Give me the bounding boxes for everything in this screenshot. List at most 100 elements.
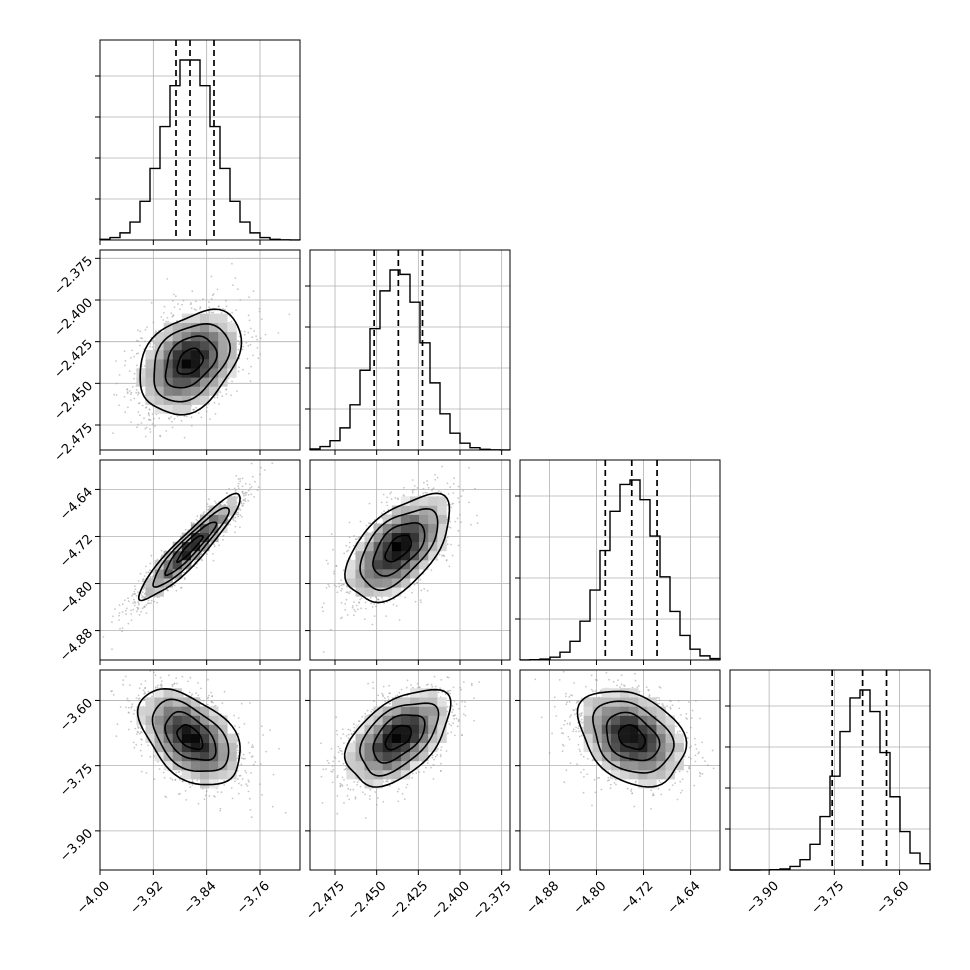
scatter-point xyxy=(132,608,135,611)
scatter-point xyxy=(165,320,168,323)
scatter-point xyxy=(246,785,249,787)
scatter-point xyxy=(138,402,141,404)
scatter-point xyxy=(122,683,124,686)
scatter-point xyxy=(196,515,199,518)
scatter-point xyxy=(195,692,198,694)
density-cell xyxy=(410,523,420,533)
scatter-point xyxy=(150,554,153,557)
scatter-point xyxy=(196,779,199,782)
density-cell xyxy=(610,715,621,725)
scatter-point xyxy=(688,701,690,703)
x-tick-label-1-0: −2.475 xyxy=(303,879,348,924)
density-cell xyxy=(163,350,173,360)
density-cell xyxy=(181,331,192,342)
scatter-point xyxy=(255,335,257,338)
scatter-point xyxy=(121,627,124,629)
density-cell xyxy=(190,770,201,780)
density-cell xyxy=(355,578,365,588)
scatter-point xyxy=(281,437,283,439)
scatter-point xyxy=(627,667,629,669)
scatter-point xyxy=(189,676,192,679)
scatter-point xyxy=(368,522,370,525)
scatter-point xyxy=(388,692,391,695)
scatter-point xyxy=(236,739,239,741)
scatter-point xyxy=(365,607,367,610)
density-cell xyxy=(629,751,639,762)
scatter-point xyxy=(321,606,324,609)
scatter-point xyxy=(124,675,127,678)
scatter-point xyxy=(344,603,347,605)
scatter-point xyxy=(225,305,228,308)
scatter-point xyxy=(359,785,362,788)
scatter-point xyxy=(249,487,252,489)
scatter-point xyxy=(540,716,543,719)
density-cell xyxy=(382,532,393,543)
scatter-point xyxy=(163,305,166,308)
scatter-point xyxy=(253,496,256,498)
scatter-point xyxy=(174,295,177,298)
density-cell xyxy=(601,751,612,762)
density-cell xyxy=(410,697,420,707)
scatter-point xyxy=(338,582,340,585)
scatter-point xyxy=(630,790,632,792)
scatter-point xyxy=(693,784,696,787)
scatter-point xyxy=(111,621,113,623)
density-cell xyxy=(400,733,411,743)
scatter-point xyxy=(382,599,384,602)
scatter-point xyxy=(373,603,376,605)
scatter-point xyxy=(364,817,367,819)
density-cell xyxy=(647,733,657,743)
scatter-point xyxy=(236,757,239,760)
scatter-point xyxy=(149,343,152,345)
density-cell xyxy=(190,742,201,753)
density-cell xyxy=(410,760,420,771)
density-cell xyxy=(419,751,429,762)
density-cell xyxy=(209,313,219,323)
scatter-point xyxy=(180,775,182,778)
scatter-point xyxy=(118,374,121,376)
contour-2-0-1 xyxy=(152,506,230,588)
density-cell xyxy=(355,751,365,762)
scatter-point xyxy=(361,791,364,794)
density-cell xyxy=(400,578,411,588)
scatter-point xyxy=(340,589,342,592)
scatter-point xyxy=(420,589,423,592)
scatter-point xyxy=(592,690,594,693)
scatter-point xyxy=(443,555,446,558)
scatter-point xyxy=(234,277,237,279)
scatter-point xyxy=(575,730,577,733)
scatter-point xyxy=(327,562,329,565)
scatter-point xyxy=(141,580,144,582)
scatter-point xyxy=(240,502,243,505)
density-cell xyxy=(200,359,210,369)
scatter-point xyxy=(450,506,452,509)
scatter-point xyxy=(430,683,433,686)
scatter-point xyxy=(346,550,348,553)
density-cell xyxy=(382,550,393,561)
scatter-point xyxy=(149,431,152,433)
scatter-point xyxy=(439,754,442,756)
density-cell xyxy=(200,395,210,405)
scatter-point xyxy=(143,365,146,367)
scatter-point xyxy=(181,780,184,782)
scatter-point xyxy=(561,743,564,746)
scatter-point xyxy=(578,735,581,738)
scatter-point xyxy=(694,760,697,763)
scatter-point xyxy=(678,770,681,773)
scatter-point xyxy=(326,759,329,762)
scatter-point xyxy=(219,391,222,394)
density-cell xyxy=(172,368,183,378)
density-cell xyxy=(227,359,237,369)
scatter-point xyxy=(111,648,113,651)
scatter-point xyxy=(460,495,463,498)
scatter-point xyxy=(601,656,603,658)
density-cell xyxy=(410,569,420,579)
scatter-point xyxy=(241,757,243,759)
scatter-point xyxy=(366,709,369,712)
scatter-point xyxy=(422,487,425,490)
scatter-point xyxy=(349,788,352,791)
scatter-point xyxy=(704,760,706,763)
density-cell xyxy=(227,340,237,351)
scatter-point xyxy=(584,666,586,668)
scatter-point xyxy=(371,606,374,608)
